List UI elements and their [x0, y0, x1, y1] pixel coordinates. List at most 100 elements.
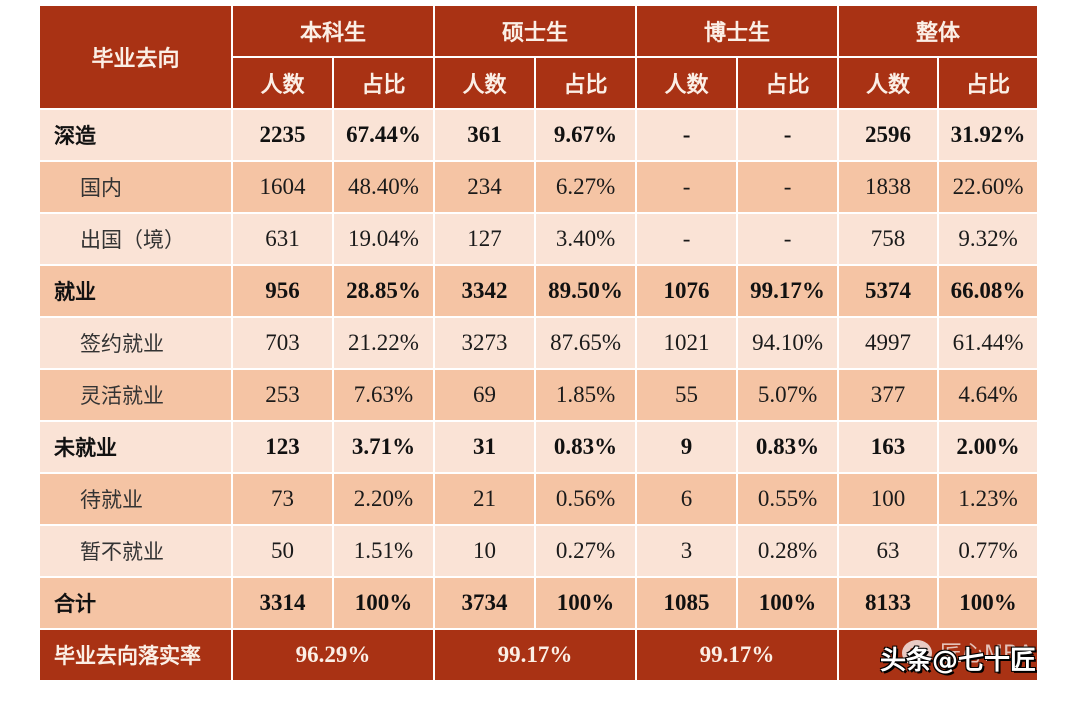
cell-ratio: 0.56% [534, 472, 638, 526]
header-count: 人数 [433, 56, 537, 110]
placement-rate-label: 毕业去向落实率 [38, 628, 233, 682]
table-row: 签约就业 703 21.22% 3273 87.65% 1021 94.10% 4997 61.… [38, 316, 1040, 370]
cell-ratio: 100% [937, 576, 1040, 630]
cell-count: 4997 [837, 316, 940, 370]
graduate-destination-table: 毕业去向 本科生 硕士生 博士生 整体 人数 占比 人数 占比 人数 占比 人数… [38, 4, 1040, 682]
cell-ratio: 0.83% [534, 420, 638, 474]
cell-count: 73 [231, 472, 334, 526]
cell-ratio: 0.77% [937, 524, 1040, 578]
cell-ratio: 9.67% [534, 108, 638, 162]
cell-ratio: 0.27% [534, 524, 638, 578]
cell-ratio: 1.23% [937, 472, 1040, 526]
table-row: 就业 956 28.85% 3342 89.50% 1076 99.17% 5374 66.08… [38, 264, 1040, 318]
cell-count: 361 [433, 108, 537, 162]
cell-count: - [635, 160, 739, 214]
cell-count: 758 [837, 212, 940, 266]
placement-rate-value [837, 628, 1040, 682]
row-label: 未就业 [38, 420, 233, 474]
table-row: 深造 2235 67.44% 361 9.67% - -2596 31.92% [38, 108, 1040, 162]
row-label: 签约就业 [38, 316, 233, 370]
table-row: 灵活就业 253 7.63% 69 1.85% 55 5.07% 377 4.64% [38, 368, 1040, 422]
cell-ratio: 0.55% [736, 472, 840, 526]
cell-ratio: 19.04% [331, 212, 436, 266]
cell-count: 1076 [635, 264, 739, 318]
cell-count: 1021 [635, 316, 739, 370]
header-count: 人数 [837, 56, 940, 110]
cell-ratio: 5.07% [736, 368, 840, 422]
cell-ratio: - [736, 160, 840, 214]
header-group-doctoral: 博士生 [635, 4, 840, 58]
cell-count: 31 [433, 420, 537, 474]
cell-ratio: 3.71% [331, 420, 436, 474]
cell-ratio: 7.63% [331, 368, 436, 422]
graduate-destination-table-container: 毕业去向 本科生 硕士生 博士生 整体 人数 占比 人数 占比 人数 占比 人数… [38, 4, 1040, 682]
cell-count: 10 [433, 524, 537, 578]
cell-count: 5374 [837, 264, 940, 318]
cell-count: 3273 [433, 316, 537, 370]
cell-count: 3 [635, 524, 739, 578]
cell-ratio: - [736, 212, 840, 266]
placement-rate-value: 99.17% [433, 628, 638, 682]
cell-count: 377 [837, 368, 940, 422]
cell-ratio: 66.08% [937, 264, 1040, 318]
row-label: 灵活就业 [38, 368, 233, 422]
cell-ratio: 0.83% [736, 420, 840, 474]
row-label: 深造 [38, 108, 233, 162]
cell-count: 50 [231, 524, 334, 578]
cell-count: 956 [231, 264, 334, 318]
cell-count: 1085 [635, 576, 739, 630]
cell-ratio: 100% [534, 576, 638, 630]
header-group-overall: 整体 [837, 4, 1040, 58]
cell-ratio: - [736, 108, 840, 162]
table-row: 未就业 123 3.71% 31 0.83% 9 0.83% 163 2.00% [38, 420, 1040, 474]
row-label: 暂不就业 [38, 524, 233, 578]
cell-count: 69 [433, 368, 537, 422]
cell-count: 253 [231, 368, 334, 422]
cell-count: - [635, 108, 739, 162]
cell-count: 123 [231, 420, 334, 474]
cell-count: 55 [635, 368, 739, 422]
cell-ratio: 100% [331, 576, 436, 630]
table-body: 深造 2235 67.44% 361 9.67% - -2596 31.92% 国内 1604 48… [38, 108, 1040, 682]
cell-ratio: 94.10% [736, 316, 840, 370]
cell-ratio: 2.00% [937, 420, 1040, 474]
header-group-master: 硕士生 [433, 4, 638, 58]
cell-ratio: 22.60% [937, 160, 1040, 214]
header-group-undergraduate: 本科生 [230, 4, 436, 58]
header-ratio: 占比 [937, 56, 1040, 110]
cell-ratio: 0.28% [736, 524, 840, 578]
cell-count: 2596 [837, 108, 940, 162]
cell-count: 2235 [231, 108, 334, 162]
cell-ratio: 1.51% [331, 524, 436, 578]
row-label: 就业 [38, 264, 233, 318]
cell-count: 63 [837, 524, 940, 578]
wechat-watermark-icon [902, 640, 932, 666]
cell-ratio: 100% [736, 576, 840, 630]
row-label: 国内 [38, 160, 233, 214]
row-label: 出国（境） [38, 212, 233, 266]
header-destination: 毕业去向 [38, 4, 233, 110]
cell-ratio: 31.92% [937, 108, 1040, 162]
cell-ratio: 9.32% [937, 212, 1040, 266]
cell-ratio: 3.40% [534, 212, 638, 266]
table-row: 暂不就业 50 1.51% 10 0.27% 3 0.28% 63 0.77% [38, 524, 1040, 578]
header-ratio: 占比 [534, 56, 638, 110]
cell-count: 21 [433, 472, 537, 526]
cell-ratio: 4.64% [937, 368, 1040, 422]
cell-ratio: 2.20% [331, 472, 436, 526]
cell-count: 9 [635, 420, 739, 474]
header-ratio: 占比 [736, 56, 840, 110]
cell-count: 703 [231, 316, 334, 370]
cell-ratio: 48.40% [331, 160, 436, 214]
row-label: 合计 [38, 576, 233, 630]
header-row-groups: 毕业去向 本科生 硕士生 博士生 整体 [38, 4, 1040, 110]
header-row-subcols: 人数 占比 人数 占比 人数 占比 人数 占比 [39, 56, 1040, 110]
cell-count: 6 [635, 472, 739, 526]
cell-count: 8133 [837, 576, 940, 630]
header-ratio: 占比 [331, 56, 436, 110]
header-count: 人数 [635, 56, 739, 110]
cell-count: 3734 [433, 576, 537, 630]
cell-count: - [635, 212, 739, 266]
table-row: 待就业 73 2.20% 21 0.56% 6 0.55% 100 1.23% [38, 472, 1040, 526]
cell-ratio: 67.44% [331, 108, 436, 162]
